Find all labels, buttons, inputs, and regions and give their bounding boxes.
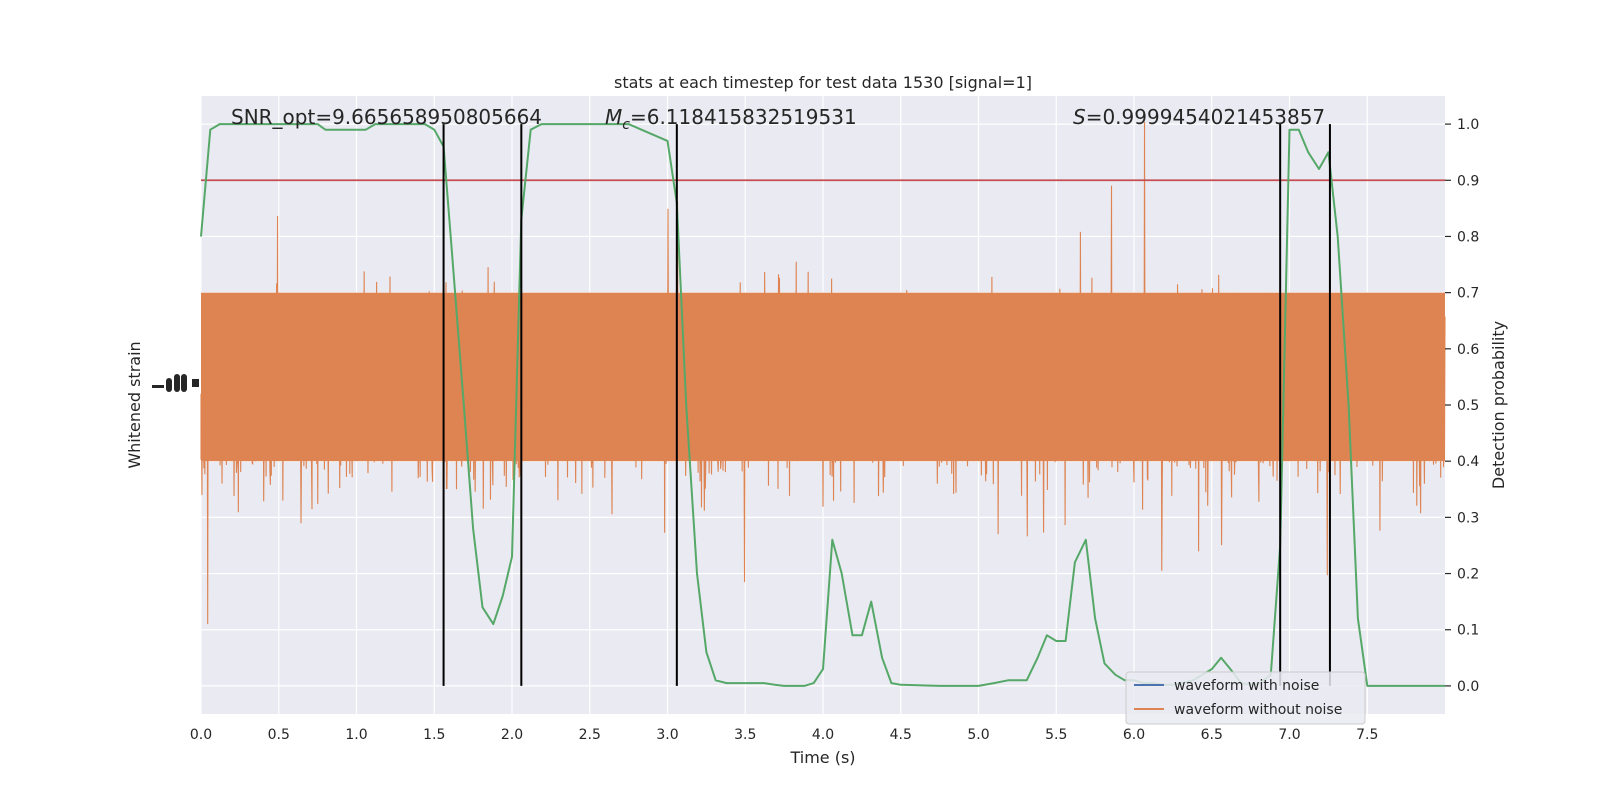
y-tick-label-1: 0.1 (1457, 623, 1479, 639)
x-tick-label-0: 0.0 (190, 727, 212, 743)
chirp-mass-subscript: c (622, 117, 630, 133)
whitened-strain-series (200, 121, 1446, 625)
x-tick-label-7: 3.5 (734, 727, 756, 743)
legend-label-with-noise: waveform with noise (1174, 678, 1319, 694)
y-tick-label-0: 0.0 (1457, 679, 1479, 695)
legend-box (1125, 671, 1366, 725)
x-tick-label-15: 7.5 (1356, 727, 1378, 743)
x-tick-label-6: 3.0 (656, 727, 678, 743)
y-axis-label-left: Whitened strain (125, 341, 144, 468)
y-tick-label-7: 0.7 (1457, 286, 1479, 302)
left-axis-tick-cluster (152, 374, 199, 392)
vertical-lines-layer (442, 124, 1331, 686)
y-tick-label-3: 0.3 (1457, 510, 1479, 526)
y-tick-label-5: 0.5 (1457, 398, 1479, 414)
y-tick-labels-right: 0.0 0.1 0.2 0.3 0.4 0.5 0.6 0.7 0.8 0.9 1.0 (1445, 117, 1479, 695)
y-tick-label-9: 0.9 (1457, 173, 1479, 189)
chart-title: stats at each timestep for test data 153… (614, 73, 1032, 92)
x-tick-label-8: 4.0 (812, 727, 834, 743)
legend: waveform with noise waveform without noi… (1125, 671, 1366, 725)
x-tick-label-11: 5.5 (1045, 727, 1067, 743)
series-detection-probability (200, 123, 1445, 687)
y-tick-label-6: 0.6 (1457, 342, 1479, 358)
x-tick-label-5: 2.5 (579, 727, 601, 743)
x-tick-label-2: 1.0 (345, 727, 367, 743)
x-tick-label-13: 6.5 (1201, 727, 1223, 743)
x-tick-label-12: 6.0 (1123, 727, 1145, 743)
detection-probability-layer (200, 123, 1445, 687)
y-tick-label-2: 0.2 (1457, 567, 1479, 583)
x-tick-label-10: 5.0 (967, 727, 989, 743)
series-waveform-without-noise (200, 121, 1446, 625)
x-tick-label-3: 1.5 (423, 727, 445, 743)
x-tick-labels: 0.0 0.5 1.0 1.5 2.0 2.5 3.0 3.5 4.0 4.5 5.0 5.5 6.0 6… (190, 727, 1379, 743)
chirp-mass-symbol: M (605, 105, 622, 129)
x-tick-label-1: 0.5 (268, 727, 290, 743)
y-axis-label-right: Detection probability (1489, 321, 1508, 489)
snr-annotation: SNR_opt=9.665658950805664 (231, 105, 542, 129)
y-tick-label-8: 0.8 (1457, 229, 1479, 245)
chirp-mass-annotation: Mc=6.118415832519531 (605, 105, 857, 133)
x-axis-label: Time (s) (789, 748, 855, 767)
x-tick-label-4: 2.0 (501, 727, 523, 743)
chirp-mass-value: =6.118415832519531 (630, 105, 857, 129)
legend-label-without-noise: waveform without noise (1174, 702, 1342, 718)
score-value: =0.9999454021453857 (1086, 105, 1325, 129)
y-tick-label-10: 1.0 (1457, 117, 1479, 133)
x-tick-label-14: 7.0 (1278, 727, 1300, 743)
score-symbol: S (1073, 105, 1086, 129)
score-annotation: S=0.9999454021453857 (1073, 105, 1325, 129)
x-tick-label-9: 4.5 (890, 727, 912, 743)
y-tick-label-4: 0.4 (1457, 454, 1479, 470)
